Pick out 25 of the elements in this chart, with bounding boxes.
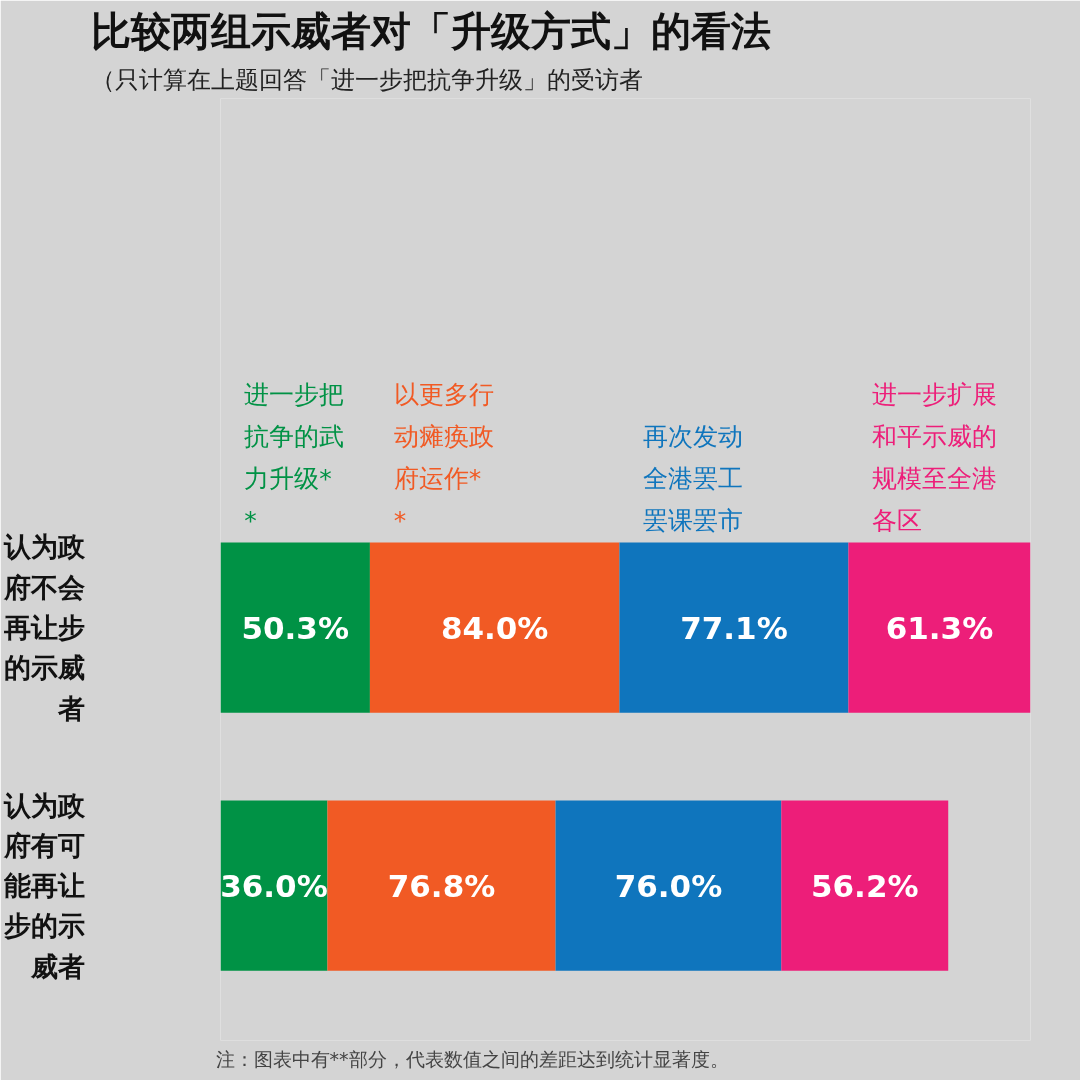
- series-label: 进一步把抗争的武力升级**: [244, 379, 345, 535]
- y-tick-label: 认为政府不会再让步的示威者: [2, 531, 86, 724]
- data-label: 77.1%: [680, 609, 788, 646]
- chart-title: 比较两组示威者对「升级方式」的看法: [90, 7, 771, 54]
- series-label: 再次发动全港罢工罢课罢市: [643, 421, 744, 535]
- series-label: 进一步扩展和平示威的规模至全港各区: [872, 379, 998, 535]
- bar: [220, 800, 328, 971]
- data-label: 76.8%: [387, 867, 496, 904]
- y-tick-label: 认为政府有可能再让步的示威者: [2, 789, 86, 982]
- bar: [327, 800, 556, 971]
- data-label: 61.3%: [885, 609, 994, 646]
- bar: [220, 542, 370, 713]
- bar: [619, 542, 849, 713]
- series-label: 以更多行动瘫痪政府运作**: [393, 379, 494, 535]
- bar: [555, 800, 782, 971]
- chart-subtitle: （只计算在上题回答「进一步把抗争升级」的受访者: [90, 65, 643, 94]
- bar: [369, 542, 620, 713]
- text: 注：图表中有**部分，代表数值之间的差距达到统计显著度。: [215, 1047, 729, 1070]
- data-label: 50.3%: [241, 609, 349, 646]
- data-label: 76.0%: [614, 867, 723, 904]
- data-label: 36.0%: [220, 867, 328, 904]
- bar: [781, 800, 949, 971]
- bar: [848, 542, 1031, 713]
- data-label: 56.2%: [810, 867, 919, 904]
- data-label: 84.0%: [440, 609, 549, 646]
